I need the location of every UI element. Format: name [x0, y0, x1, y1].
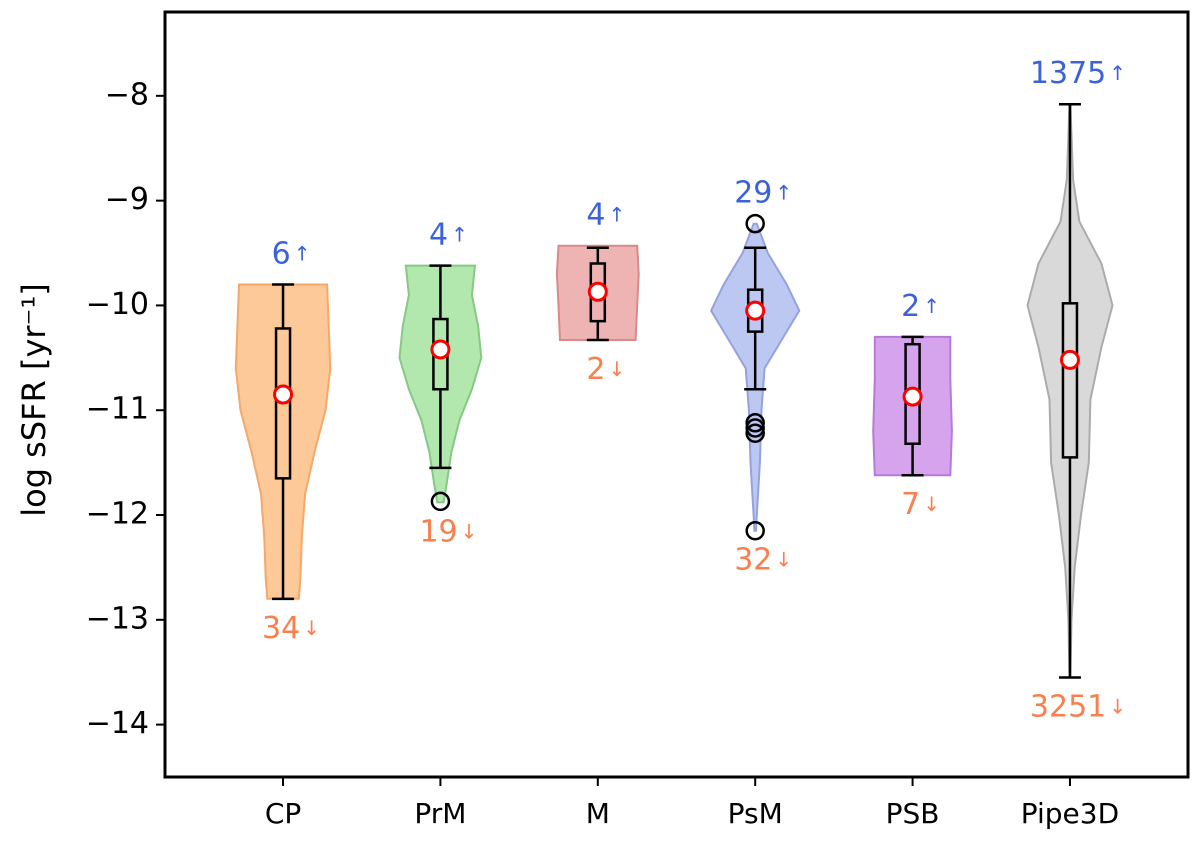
y-tick-label: −8 [105, 77, 149, 112]
count-down: 2 [586, 352, 605, 387]
count-down: 3251 [1030, 689, 1106, 724]
count-up-label: 6 ↑ [272, 236, 311, 271]
count-down: 32 [734, 542, 772, 577]
count-up-label: 2 ↑ [901, 288, 940, 323]
up-arrow: ↑ [775, 180, 792, 204]
count-up: 29 [734, 175, 772, 210]
outlier [745, 423, 765, 444]
count-down: 34 [262, 610, 300, 645]
marker [1059, 349, 1080, 370]
outlier [430, 491, 451, 512]
outlier [745, 413, 765, 433]
x-tick-label: M [586, 797, 610, 830]
outlier [745, 520, 765, 541]
violin [234, 283, 332, 600]
marker [587, 281, 608, 302]
marker [902, 386, 923, 407]
up-arrow: ↑ [1109, 61, 1126, 85]
x-tick-label: PSB [886, 797, 940, 830]
count-up: 4 [586, 197, 605, 232]
x-tick-label: PrM [414, 797, 466, 830]
x-tick-label: Pipe3D [1021, 797, 1119, 830]
down-arrow: ↓ [461, 519, 478, 543]
x-tick-label: PsM [728, 797, 783, 830]
count-up-label: 29 ↑ [734, 175, 792, 210]
box [274, 327, 292, 480]
count-down-label: 34 ↓ [262, 610, 320, 645]
count-up: 2 [901, 288, 920, 323]
x-tick-label: CP [265, 797, 301, 830]
marker [745, 300, 766, 321]
up-arrow: ↑ [608, 202, 625, 226]
count-down: 7 [901, 487, 920, 522]
up-arrow: ↑ [294, 241, 311, 265]
down-arrow: ↓ [1109, 694, 1126, 718]
plot-frame [163, 10, 1190, 779]
count-down-label: 32 ↓ [734, 542, 792, 577]
down-arrow: ↓ [608, 357, 625, 381]
y-axis-label: log sSFR [yr⁻¹] [15, 283, 53, 517]
count-up-label: 1375 ↑ [1030, 56, 1126, 91]
count-up: 6 [272, 236, 291, 271]
count-down-label: 19 ↓ [419, 514, 477, 549]
down-arrow: ↓ [923, 492, 940, 516]
marker [430, 339, 451, 360]
y-tick-label: −12 [86, 497, 149, 532]
count-down-label: 2 ↓ [586, 352, 625, 387]
box [1061, 302, 1079, 459]
count-down-label: 3251 ↓ [1030, 689, 1126, 724]
violin [398, 264, 483, 504]
marker [273, 384, 294, 405]
down-arrow: ↓ [303, 615, 320, 639]
count-up: 1375 [1030, 56, 1106, 91]
y-tick-label: −11 [86, 392, 149, 427]
count-up-label: 4 ↑ [429, 217, 468, 252]
y-tick-label: −10 [86, 287, 149, 322]
count-up: 4 [429, 217, 448, 252]
count-down-label: 7 ↓ [901, 487, 940, 522]
outlier [745, 418, 765, 438]
y-tick-label: −14 [86, 706, 149, 741]
up-arrow: ↑ [451, 222, 468, 246]
y-tick-label: −13 [86, 601, 149, 636]
y-tick-label: −9 [105, 182, 149, 217]
down-arrow: ↓ [775, 547, 792, 571]
up-arrow: ↑ [923, 293, 940, 317]
count-down: 19 [419, 514, 457, 549]
outlier [745, 213, 765, 234]
count-up-label: 4 ↑ [586, 197, 625, 232]
